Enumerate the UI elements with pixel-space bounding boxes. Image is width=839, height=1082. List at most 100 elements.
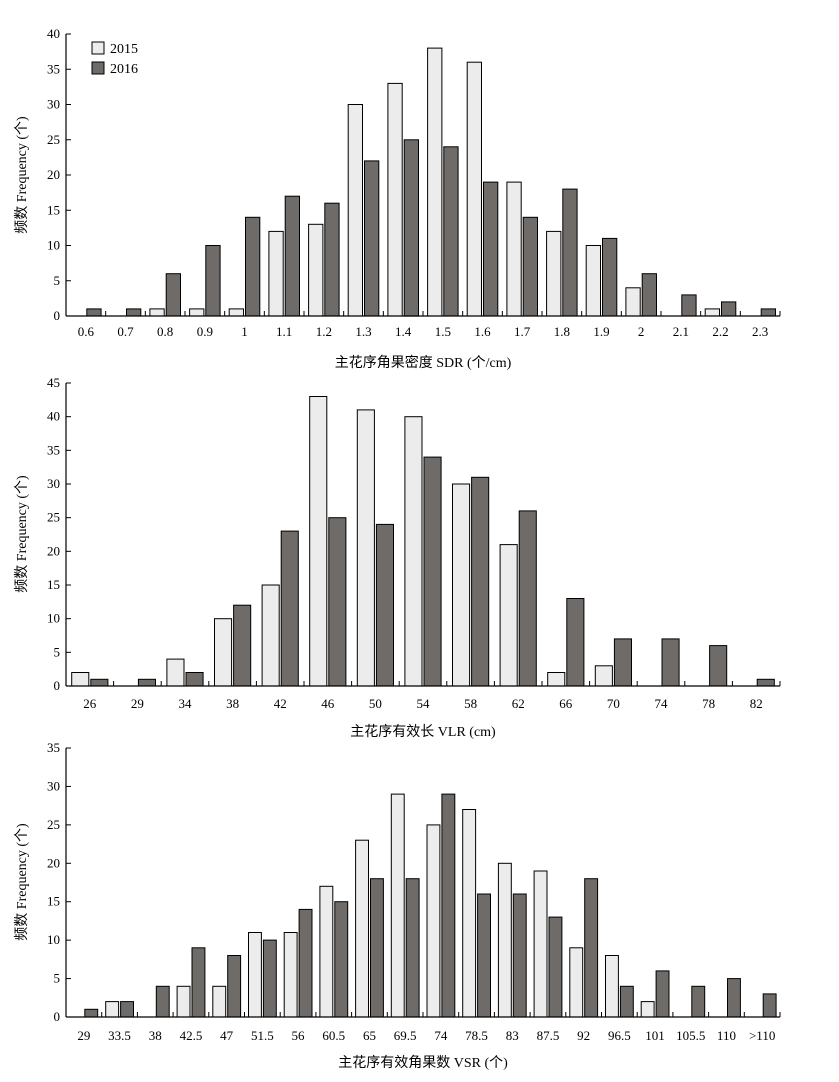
x-tick-label: 47 bbox=[220, 1028, 234, 1043]
x-tick-label: 38 bbox=[149, 1028, 162, 1043]
bar-2015-87.5 bbox=[533, 870, 548, 1018]
bar-2015-62 bbox=[499, 544, 518, 687]
x-tick-label: 82 bbox=[750, 696, 763, 711]
x-tick-label: 101 bbox=[645, 1028, 665, 1043]
bar-2015-58 bbox=[452, 483, 471, 687]
y-tick-label: 5 bbox=[54, 971, 61, 986]
bar-2016-92 bbox=[584, 878, 599, 1018]
bar-2015-0.9 bbox=[189, 308, 205, 317]
bar-2016-56 bbox=[298, 908, 313, 1018]
bar-2015-38 bbox=[214, 618, 233, 687]
y-tick-label: 35 bbox=[47, 442, 60, 457]
bar-2015-69.5 bbox=[390, 793, 405, 1018]
y-tick-label: 35 bbox=[47, 740, 60, 755]
legend-label-2015: 2015 bbox=[110, 42, 138, 57]
bar-2016-1.4 bbox=[403, 139, 420, 317]
x-tick-label: 96.5 bbox=[608, 1028, 631, 1043]
bar-2016-26 bbox=[90, 678, 109, 687]
y-tick-label: 40 bbox=[47, 409, 60, 424]
y-tick-label: 20 bbox=[47, 543, 60, 558]
chart-panel-vsr: 29 33.5 38 42.5 47 51.5 56 60.5 65 69.5 74 78.5 83 87… bbox=[14, 740, 781, 1071]
x-tick-label: 0.6 bbox=[78, 324, 95, 339]
x-tick-label: 50 bbox=[369, 696, 382, 711]
bar-2015-1.4 bbox=[387, 82, 403, 317]
legend-label-2016: 2016 bbox=[110, 62, 138, 77]
x-tick-label: 62 bbox=[512, 696, 525, 711]
bar-2016-0.9 bbox=[205, 245, 221, 317]
y-tick-label: 35 bbox=[47, 61, 60, 76]
x-tick-label: 51.5 bbox=[251, 1028, 274, 1043]
bar-2016-46 bbox=[328, 517, 347, 687]
y-axis-label: 频数 Frequency (个) bbox=[14, 116, 30, 234]
bar-2016-1.2 bbox=[324, 202, 340, 317]
bar-2016-1.5 bbox=[443, 146, 459, 317]
bar-2015-1 bbox=[228, 308, 244, 317]
bar-2016-51.5 bbox=[262, 939, 277, 1018]
x-tick-label: 1.6 bbox=[474, 324, 491, 339]
y-tick-label: 0 bbox=[54, 308, 61, 323]
x-tick-label: 2.2 bbox=[712, 324, 728, 339]
y-axis-label: 频数 Frequency (个) bbox=[14, 823, 30, 941]
bar-2016-2.3 bbox=[760, 308, 777, 317]
bar-2015-83 bbox=[497, 862, 512, 1018]
bar-2015-1.7 bbox=[506, 181, 522, 317]
x-tick-label: 0.7 bbox=[117, 324, 134, 339]
bar-2016-0.6 bbox=[86, 308, 102, 317]
bar-2016-38 bbox=[155, 985, 170, 1018]
x-tick-label: 1.5 bbox=[435, 324, 451, 339]
bar-2015-46 bbox=[309, 396, 328, 687]
y-tick-label: 5 bbox=[54, 644, 61, 659]
y-tick-label: 15 bbox=[47, 894, 60, 909]
bar-2015-78.5 bbox=[462, 809, 477, 1018]
bar-2015-0.8 bbox=[149, 308, 165, 317]
bar-2015-1.1 bbox=[268, 230, 284, 317]
x-tick-label: 78.5 bbox=[465, 1028, 488, 1043]
x-tick-label: 1.2 bbox=[316, 324, 332, 339]
bar-2015-60.5 bbox=[319, 885, 334, 1018]
bar-2016-42 bbox=[280, 530, 299, 687]
x-tick-label: 1.9 bbox=[593, 324, 609, 339]
bar-2016-1.6 bbox=[483, 181, 499, 317]
axes-group bbox=[65, 747, 781, 1018]
x-tick-label: 74 bbox=[655, 696, 669, 711]
x-tick-label: 29 bbox=[131, 696, 144, 711]
legend-swatch-2016 bbox=[91, 61, 105, 75]
bar-2015-51.5 bbox=[248, 932, 262, 1018]
y-axis-label: 频数 Frequency (个) bbox=[14, 475, 30, 593]
x-tick-label: 1.4 bbox=[395, 324, 412, 339]
x-tick-label: 38 bbox=[226, 696, 239, 711]
bar-2015-26 bbox=[71, 672, 90, 687]
x-tick-label: 1.8 bbox=[554, 324, 570, 339]
x-tick-label: 74 bbox=[434, 1028, 448, 1043]
bar-2016->110 bbox=[762, 993, 777, 1018]
x-tick-label: 1.3 bbox=[355, 324, 371, 339]
x-tick-label: 54 bbox=[417, 696, 431, 711]
x-tick-label: 83 bbox=[506, 1028, 519, 1043]
y-tick-label: 10 bbox=[47, 932, 60, 947]
bar-2015-2 bbox=[625, 287, 641, 317]
bar-2015-2.2 bbox=[704, 308, 721, 317]
x-tick-label: 92 bbox=[577, 1028, 590, 1043]
bar-2016-87.5 bbox=[548, 916, 563, 1018]
y-tick-labels: 0 5 10 15 20 25 30 35 bbox=[47, 740, 60, 1024]
x-tick-label: 105.5 bbox=[676, 1028, 705, 1043]
x-axis-label: 主花序有效角果数 VSR (个) bbox=[338, 1055, 508, 1071]
bar-2015-96.5 bbox=[605, 955, 619, 1018]
x-axis-label: 主花序有效长 VLR (cm) bbox=[350, 724, 496, 740]
bar-2016-2.1 bbox=[681, 294, 697, 317]
bar-2016-0.8 bbox=[165, 273, 181, 317]
bar-2016-0.7 bbox=[126, 308, 142, 317]
x-tick-labels: 29 33.5 38 42.5 47 51.5 56 60.5 65 69.5 74 78.5 83 87… bbox=[77, 1028, 775, 1043]
bar-2015-65 bbox=[355, 839, 370, 1018]
x-tick-label: 1 bbox=[241, 324, 248, 339]
bar-2016-1 bbox=[245, 216, 261, 317]
y-tick-labels: 0 5 10 15 20 25 30 35 40 45 bbox=[47, 375, 60, 693]
bar-2016-74 bbox=[661, 638, 680, 687]
bar-2016-74 bbox=[441, 793, 456, 1018]
bar-2015-47 bbox=[212, 985, 227, 1018]
bars-group bbox=[86, 47, 777, 317]
bar-2016-38 bbox=[233, 604, 252, 687]
x-tick-label: 78 bbox=[702, 696, 715, 711]
bar-2016-83 bbox=[512, 893, 527, 1018]
